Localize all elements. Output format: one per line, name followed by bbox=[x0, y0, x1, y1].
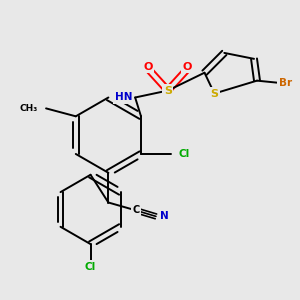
Text: O: O bbox=[183, 62, 192, 72]
Text: O: O bbox=[143, 62, 153, 72]
Text: S: S bbox=[164, 85, 172, 96]
Text: C: C bbox=[133, 206, 140, 215]
Text: Br: Br bbox=[279, 78, 292, 88]
Text: Cl: Cl bbox=[178, 149, 190, 159]
Text: Cl: Cl bbox=[85, 262, 96, 272]
Text: N: N bbox=[160, 212, 169, 221]
Text: S: S bbox=[210, 88, 218, 98]
Text: HN: HN bbox=[115, 92, 132, 103]
Text: CH₃: CH₃ bbox=[20, 104, 38, 113]
